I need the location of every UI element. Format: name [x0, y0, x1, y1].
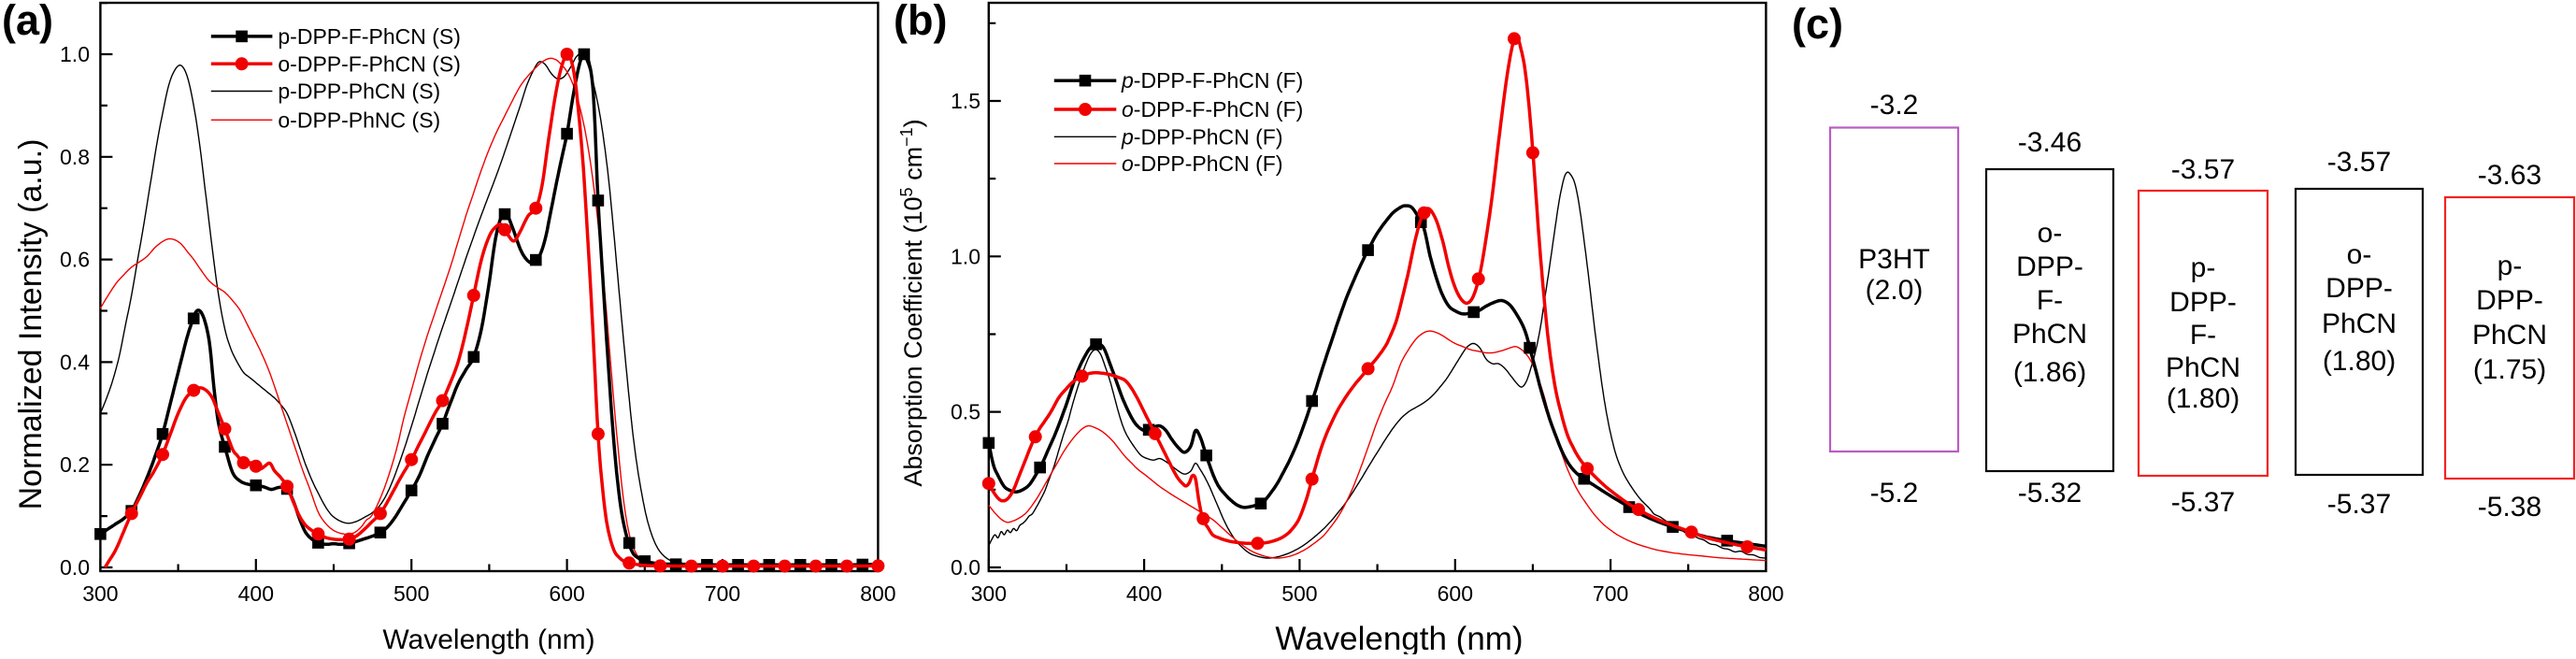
svg-text:DPP-: DPP-	[2326, 273, 2393, 304]
svg-text:0.5: 0.5	[951, 400, 980, 424]
svg-text:o-DPP-PhNC (S): o-DPP-PhNC (S)	[278, 107, 440, 132]
svg-text:-5.32: -5.32	[2018, 478, 2082, 509]
svg-text:o-DPP-F-PhCN (F): o-DPP-F-PhCN (F)	[1122, 97, 1303, 122]
svg-text:1.5: 1.5	[951, 89, 980, 113]
svg-text:700: 700	[705, 581, 740, 606]
svg-text:DPP-: DPP-	[2476, 285, 2543, 316]
svg-text:PhCN: PhCN	[2472, 320, 2547, 351]
svg-text:DPP-: DPP-	[2169, 287, 2237, 318]
svg-text:p-DPP-PhCN (F): p-DPP-PhCN (F)	[1121, 124, 1283, 149]
svg-text:DPP-: DPP-	[2016, 251, 2083, 282]
svg-text:-3.63: -3.63	[2478, 160, 2541, 191]
svg-text:(1.86): (1.86)	[2013, 357, 2086, 388]
svg-text:(c): (c)	[1792, 0, 1843, 48]
svg-text:(1.75): (1.75)	[2473, 354, 2546, 385]
svg-text:0.4: 0.4	[60, 350, 90, 374]
svg-text:p-: p-	[2497, 251, 2523, 281]
svg-text:o-: o-	[2038, 218, 2063, 249]
svg-text:F-: F-	[2037, 285, 2063, 316]
svg-text:-3.57: -3.57	[2171, 154, 2235, 185]
svg-text:0.2: 0.2	[60, 452, 90, 477]
svg-text:0.0: 0.0	[951, 555, 980, 580]
svg-text:PhCN: PhCN	[2166, 352, 2240, 383]
svg-text:0.0: 0.0	[60, 555, 90, 580]
svg-text:PhCN: PhCN	[2012, 319, 2087, 350]
svg-text:o-DPP-PhCN (F): o-DPP-PhCN (F)	[1122, 151, 1283, 176]
svg-text:-3.2: -3.2	[1870, 90, 1919, 121]
svg-text:600: 600	[549, 581, 584, 606]
svg-text:700: 700	[1593, 581, 1628, 606]
svg-text:-5.37: -5.37	[2327, 489, 2391, 520]
svg-text:p-DPP-F-PhCN (F): p-DPP-F-PhCN (F)	[1121, 68, 1303, 93]
svg-text:-3.46: -3.46	[2018, 127, 2082, 158]
svg-text:-5.2: -5.2	[1870, 478, 1919, 509]
svg-text:Normalized Intensity (a.u.): Normalized Intensity (a.u.)	[13, 139, 49, 510]
svg-text:PhCN: PhCN	[2322, 308, 2397, 339]
svg-text:P3HT: P3HT	[1858, 244, 1930, 275]
svg-text:500: 500	[1281, 581, 1317, 606]
svg-text:0.6: 0.6	[60, 248, 90, 272]
svg-text:(2.0): (2.0)	[1866, 275, 1924, 306]
svg-text:400: 400	[238, 581, 274, 606]
svg-text:p-DPP-F-PhCN (S): p-DPP-F-PhCN (S)	[278, 24, 461, 49]
svg-text:-5.38: -5.38	[2478, 492, 2541, 523]
svg-text:800: 800	[1748, 581, 1783, 606]
svg-text:p-: p-	[2191, 252, 2216, 283]
svg-text:(b): (b)	[894, 0, 947, 44]
svg-text:300: 300	[82, 581, 118, 606]
svg-text:F-: F-	[2190, 320, 2216, 351]
svg-text:Wavelength (nm): Wavelength (nm)	[382, 624, 594, 654]
svg-text:p-DPP-PhCN (S): p-DPP-PhCN (S)	[278, 79, 440, 104]
svg-text:300: 300	[971, 581, 1007, 606]
svg-text:1.0: 1.0	[60, 42, 90, 66]
svg-text:o-DPP-F-PhCN (S): o-DPP-F-PhCN (S)	[278, 51, 461, 76]
svg-text:400: 400	[1126, 581, 1162, 606]
svg-text:Wavelength (nm): Wavelength (nm)	[1275, 621, 1523, 654]
svg-text:600: 600	[1438, 581, 1473, 606]
svg-text:(1.80): (1.80)	[2167, 383, 2240, 414]
svg-text:1.0: 1.0	[951, 244, 980, 268]
svg-text:(a): (a)	[2, 0, 53, 44]
svg-text:(1.80): (1.80)	[2323, 346, 2396, 377]
svg-text:0.8: 0.8	[60, 145, 90, 169]
svg-text:800: 800	[860, 581, 895, 606]
svg-text:o-: o-	[2347, 239, 2372, 270]
svg-text:500: 500	[394, 581, 429, 606]
svg-text:Absorption Coefficient (105 cm: Absorption Coefficient (105 cm−1)	[897, 119, 927, 486]
svg-text:-5.37: -5.37	[2171, 487, 2235, 518]
svg-text:-3.57: -3.57	[2327, 147, 2391, 178]
